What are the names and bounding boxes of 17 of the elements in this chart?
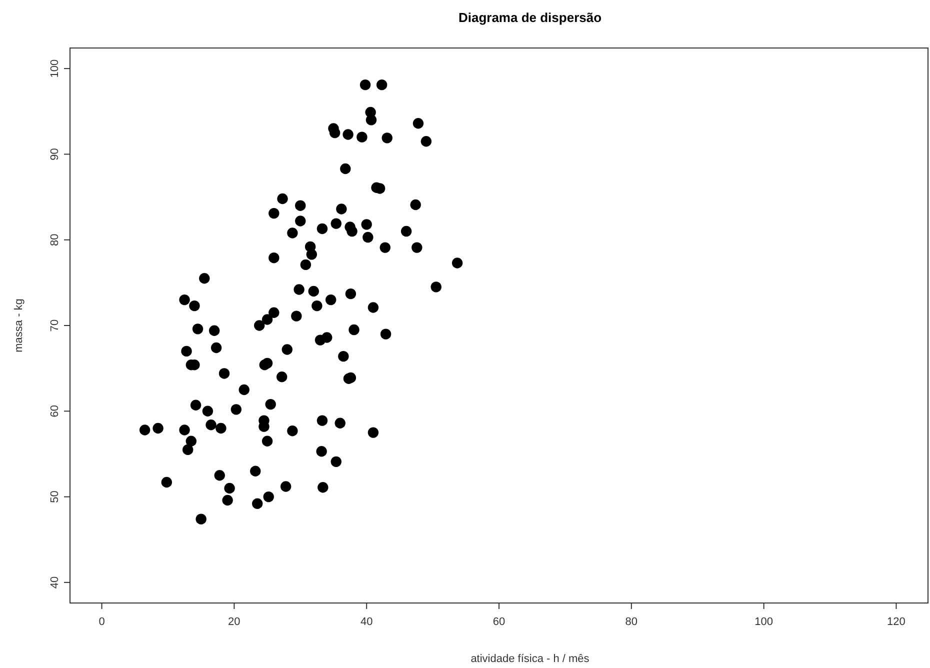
y-tick-label: 70	[49, 319, 61, 332]
y-tick-label: 60	[49, 405, 61, 418]
x-tick-label: 20	[228, 616, 240, 628]
y-tick-label: 50	[49, 490, 61, 503]
x-tick-label: 60	[492, 616, 506, 628]
chart-title: Diagrama de dispersão	[458, 10, 602, 25]
x-axis-title: atividade física - h / mês	[470, 653, 590, 665]
y-axis-title: massa - kg	[13, 298, 25, 352]
y-tick-label: 90	[49, 148, 61, 160]
y-tick-label: 100	[49, 59, 61, 78]
x-tick-label: 100	[754, 616, 773, 628]
x-tick-label: 0	[98, 616, 105, 628]
x-tick-label: 80	[625, 616, 638, 628]
x-tick-label: 120	[887, 616, 906, 628]
y-tick-label: 40	[49, 576, 61, 589]
x-tick-label: 40	[360, 616, 373, 628]
y-tick-label: 80	[49, 234, 61, 246]
